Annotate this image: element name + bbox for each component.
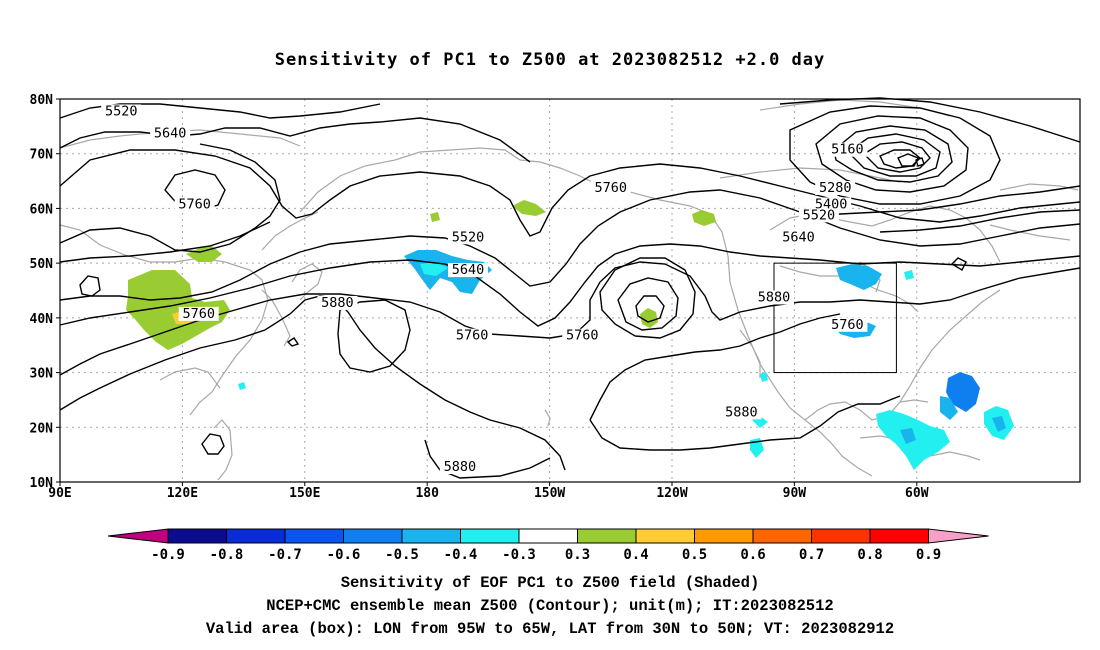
contour-label-bg	[150, 126, 191, 141]
colorbar-swatch	[577, 528, 637, 544]
y-tick-label: 20N	[30, 421, 54, 436]
colorbar-label: -0.8	[210, 547, 244, 563]
colorbar-label: 0.6	[740, 547, 765, 563]
caption-valid-area: Valid area (box): LON from 95W to 65W, L…	[205, 620, 895, 638]
z500-contours	[59, 97, 1081, 479]
colorbar-swatch	[401, 528, 461, 544]
contour-label: 5880	[758, 289, 791, 305]
contour-label: 5760	[831, 317, 864, 333]
contour-label: 5640	[782, 229, 815, 245]
contour-label-bg	[590, 181, 631, 196]
contour-label-bg	[827, 142, 868, 157]
y-tick-label: 70N	[30, 148, 54, 163]
caption-contour: NCEP+CMC ensemble mean Z500 (Contour); u…	[266, 597, 834, 615]
colorbar-label: -0.4	[444, 547, 478, 563]
contour-label-bg	[101, 104, 142, 119]
contour-label: 5640	[452, 262, 485, 278]
y-tick-label: 50N	[30, 257, 54, 272]
y-tick-label: 40N	[30, 312, 54, 327]
map-frame	[59, 98, 1081, 483]
contour-label-bg	[815, 181, 856, 196]
contour-label-bg	[178, 306, 219, 321]
colorbar-swatch	[284, 528, 344, 544]
contour-label-bg	[798, 208, 839, 223]
colorbar-swatch	[811, 528, 871, 544]
contour-labels: 5520 5640 5760 5760 5880 5520 5640 5760 5760 5760…	[101, 103, 868, 475]
contour-label-bg	[448, 230, 488, 245]
y-tick-label: 10N	[30, 476, 54, 491]
contour-label: 5760	[182, 306, 215, 322]
contour-label: 5880	[321, 295, 354, 311]
x-tick-label: 150W	[534, 486, 565, 501]
contour-label: 5760	[595, 180, 628, 196]
colorbar-label: 0.8	[857, 547, 882, 563]
contour-label: 5880	[444, 459, 477, 475]
valid-area-box	[773, 262, 897, 374]
colorbar-label: 0.5	[682, 547, 707, 563]
x-tick-label: 150E	[289, 486, 320, 501]
colorbar-label: -0.3	[502, 547, 536, 563]
colorbar-swatch	[460, 528, 520, 544]
x-tick-label: 180	[415, 486, 439, 501]
colorbar-label: 0.3	[565, 547, 590, 563]
sensitivity-shading	[126, 200, 1014, 470]
colorbar-swatch	[518, 528, 578, 544]
x-tick-label: 120W	[656, 486, 687, 501]
colorbar-label: -0.6	[327, 547, 361, 563]
y-tick-label: 80N	[30, 93, 54, 108]
contour-label-bg	[562, 328, 603, 343]
x-tick-label: 60W	[905, 486, 929, 501]
colorbar-label: -0.5	[385, 547, 419, 563]
colorbar-label: 0.9	[916, 547, 941, 563]
contour-label: 5880	[725, 404, 758, 420]
contour-label-bg	[811, 197, 852, 212]
contour-label: 5760	[456, 328, 489, 344]
x-tick-label: 90W	[783, 486, 807, 501]
colorbar-label: -0.9	[151, 547, 185, 563]
y-tick-label: 30N	[30, 367, 54, 382]
contour-label-bg	[439, 460, 480, 475]
colorbar-label: -0.7	[268, 547, 302, 563]
y-tick-label: 60N	[30, 202, 54, 217]
colorbar-swatch	[752, 528, 812, 544]
contour-label-bg	[448, 263, 488, 278]
colorbar-swatch	[167, 528, 227, 544]
coastlines	[59, 99, 1079, 481]
colorbar-swatch	[343, 528, 403, 544]
graticule	[60, 99, 1080, 482]
colorbar-label: 0.4	[623, 547, 648, 563]
contour-label: 5520	[452, 229, 485, 245]
contour-label: 5760	[566, 328, 599, 344]
colorbar-swatch	[226, 528, 286, 544]
contour-label: 5280	[819, 180, 852, 196]
contour-label-bg	[174, 197, 215, 212]
valid-area-rect	[773, 262, 897, 374]
contour-label: 5160	[831, 142, 864, 158]
contour-label-bg	[827, 317, 868, 332]
x-tick-label: 120E	[167, 486, 198, 501]
caption-shading: Sensitivity of EOF PC1 to Z500 field (Sh…	[340, 574, 760, 592]
contour-label-bg	[452, 328, 493, 343]
contour-label: 5520	[105, 103, 138, 119]
axis-labels: 90E 120E 150E 180 150W 120W 90W 60W 80N 70N 60N 50N…	[30, 93, 929, 501]
colorbar-swatch	[635, 528, 695, 544]
contour-label: 5760	[178, 196, 211, 212]
colorbar-label: 0.7	[799, 547, 824, 563]
x-tick-label: 90E	[48, 486, 71, 501]
colorbar-right-cap	[928, 528, 989, 544]
contour-label-bg	[778, 230, 819, 245]
contour-label: 5640	[154, 125, 187, 141]
contour-label-bg	[317, 295, 358, 310]
colorbar-swatch	[869, 528, 929, 544]
colorbar: -0.9 -0.8 -0.7 -0.6 -0.5 -0.4 -0.3 0.3 0.4 0.5 0.6…	[107, 528, 989, 563]
contour-label: 5520	[803, 207, 836, 223]
map-title: Sensitivity of PC1 to Z500 at 2023082512…	[274, 50, 826, 70]
contour-label-bg	[721, 405, 762, 420]
contour-label-bg	[754, 290, 794, 305]
colorbar-left-cap	[107, 528, 169, 544]
colorbar-swatch	[694, 528, 754, 544]
